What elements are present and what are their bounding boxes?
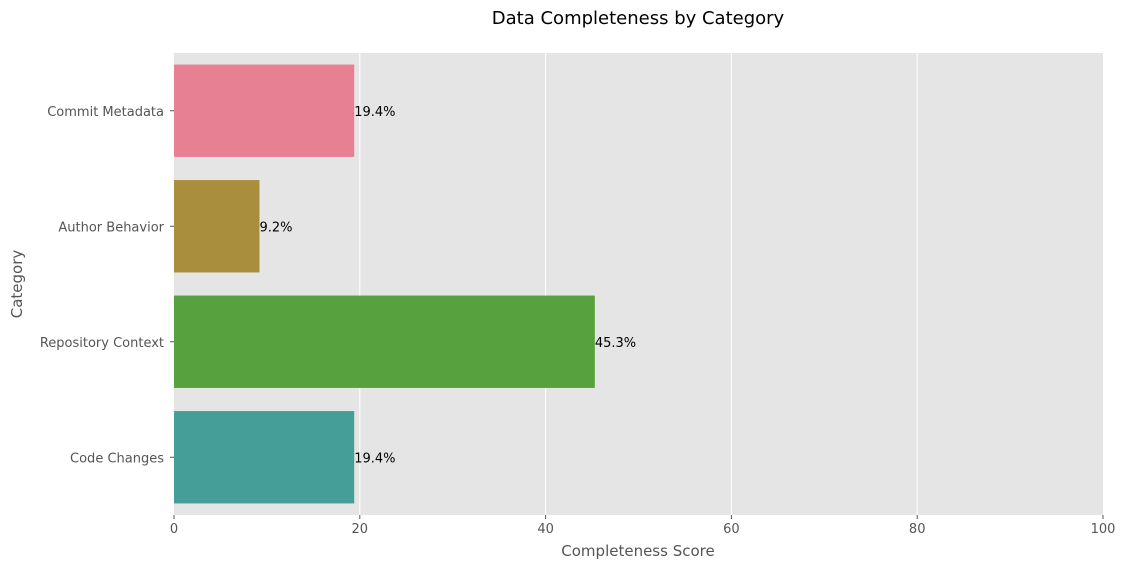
x-axis-title: Completeness Score xyxy=(561,542,714,560)
bar xyxy=(174,64,355,157)
y-axis: Commit Metadata Author Behavior Repository… xyxy=(40,105,174,466)
y-tick-label: Repository Context xyxy=(40,336,164,351)
bar-value-label: 19.4% xyxy=(354,451,395,466)
x-axis: 0 20 40 60 80 100 xyxy=(170,515,1116,537)
y-tick-label: Commit Metadata xyxy=(47,105,164,120)
x-tick-label: 100 xyxy=(1091,522,1116,537)
x-tick-label: 0 xyxy=(170,522,178,537)
bar-value-labels: 19.4% 9.2% 45.3% 19.4% xyxy=(259,105,636,467)
y-axis-title: Category xyxy=(8,250,26,319)
bar-value-label: 9.2% xyxy=(259,220,292,235)
bar-value-label: 45.3% xyxy=(595,336,636,351)
x-tick-label: 80 xyxy=(909,522,926,537)
x-tick-label: 60 xyxy=(723,522,740,537)
chart-title: Data Completeness by Category xyxy=(492,8,785,29)
bar xyxy=(174,295,595,388)
x-tick-label: 40 xyxy=(537,522,554,537)
grid-lines xyxy=(359,53,918,515)
y-tick-label: Code Changes xyxy=(70,451,164,466)
bar-value-label: 19.4% xyxy=(354,105,395,120)
bar xyxy=(174,411,355,504)
y-tick-label: Author Behavior xyxy=(58,220,164,235)
bar xyxy=(174,180,260,273)
x-tick-label: 20 xyxy=(352,522,369,537)
bars xyxy=(174,64,595,504)
